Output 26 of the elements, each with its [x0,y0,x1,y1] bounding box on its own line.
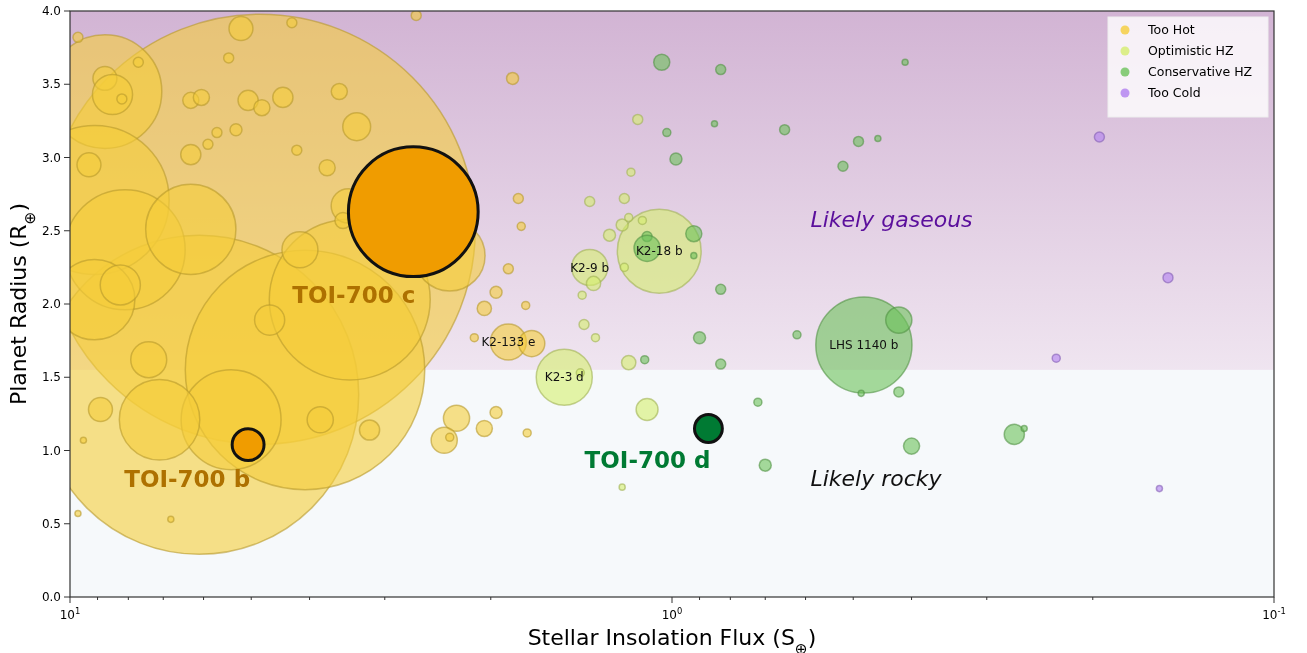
legend-label: Too Hot [1147,22,1195,38]
y-tick-label: 0.5 [41,516,61,531]
band-label: Likely gaseous [810,206,973,232]
legend-label: Conservative HZ [1148,64,1253,80]
legend-label: Too Cold [1147,85,1201,101]
series-label: TOI-700 d [584,447,711,474]
y-tick-label: 3.5 [41,77,61,92]
y-tick-label: 1.0 [41,443,61,458]
annotation: K2-3 d [544,370,584,385]
annotation: K2-133 e [481,335,536,350]
x-tick-label: 10$^{-1}$ [1262,606,1286,622]
y-tick-label: 3.0 [41,150,61,165]
y-tick-label: 4.0 [41,4,61,19]
series-label: TOI-700 b [124,465,251,492]
y-tick-label: 2.5 [41,223,61,238]
y-tick-label: 0.0 [41,590,61,605]
legend-label: Optimistic HZ [1148,43,1234,59]
annotation: LHS 1140 b [829,338,899,353]
y-tick-label: 1.5 [41,370,61,385]
y-tick-label: 2.0 [41,297,61,312]
x-tick-label: 10$^{0}$ [661,606,683,622]
x-tick-label: 10$^{1}$ [59,606,81,622]
band-label: Likely rocky [810,465,943,491]
annotation: K2-18 b [635,244,683,259]
annotation: K2-9 b [570,260,610,275]
series-label: TOI-700 c [292,281,416,308]
